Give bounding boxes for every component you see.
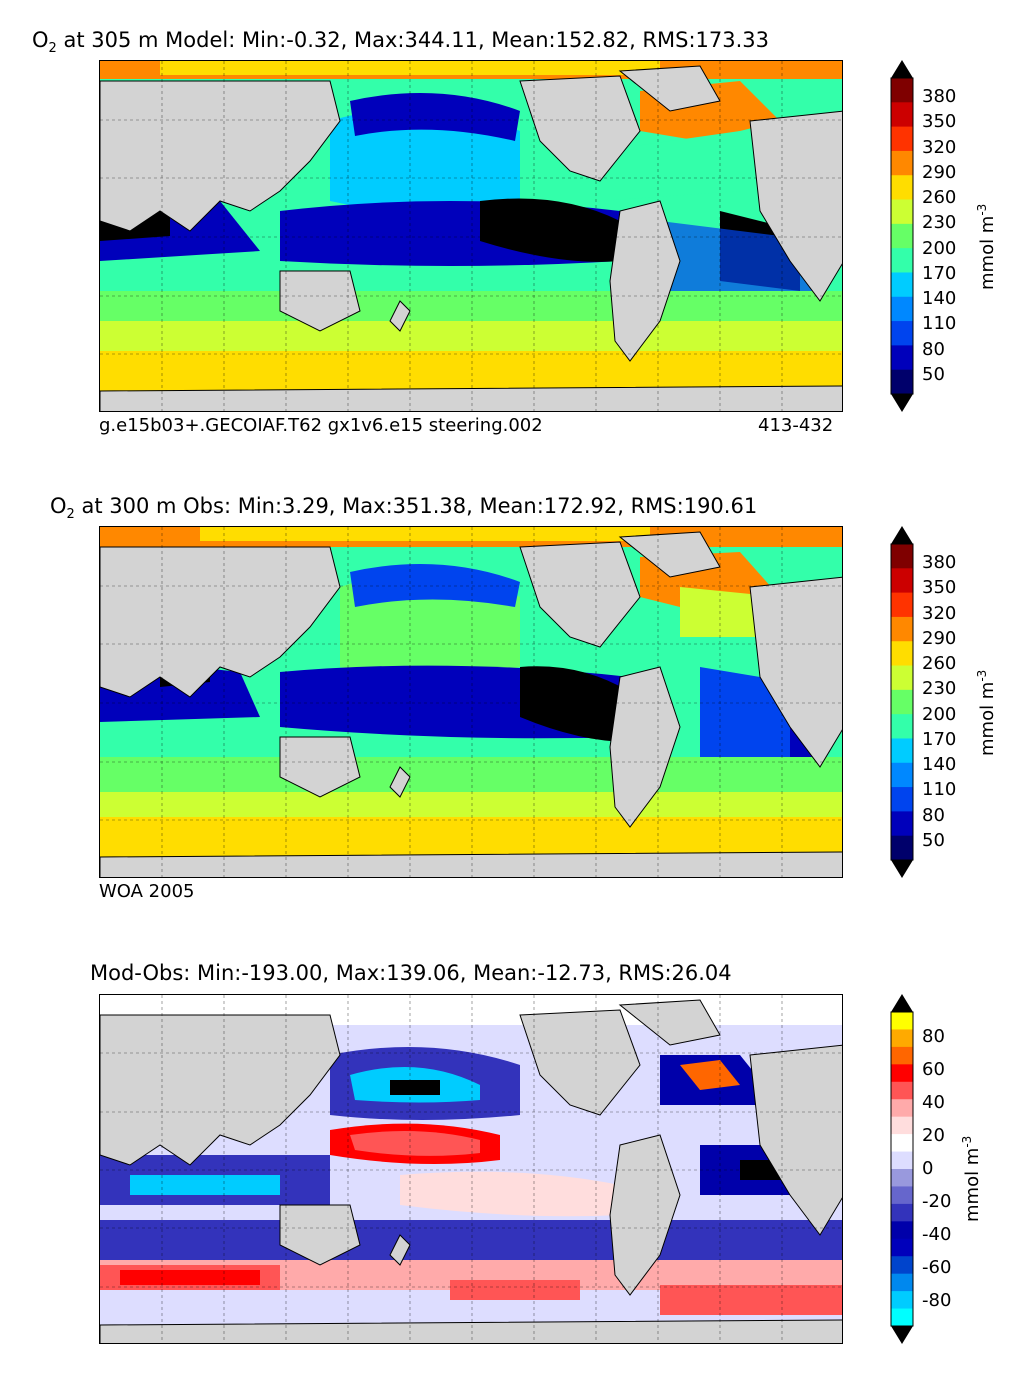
colorbar-segment	[891, 1308, 913, 1327]
colorbar-segment	[891, 1046, 913, 1065]
colorbar-tick-label: 80	[922, 338, 945, 360]
colorbar-segment	[891, 296, 913, 322]
colorbar-segment	[891, 689, 913, 715]
colorbar-segment	[891, 738, 913, 764]
colorbar-tick-label: 60	[922, 1058, 945, 1080]
colorbar-tick-label: 350	[922, 111, 957, 133]
colorbar-tick-label: 50	[922, 830, 945, 852]
panel2-map	[99, 526, 843, 878]
colorbar-segment	[891, 1273, 913, 1292]
colorbar-tick-label: 320	[922, 602, 957, 624]
colorbar-segment	[891, 787, 913, 812]
colorbar-tick-label: 110	[922, 313, 957, 335]
colorbar-segment	[891, 126, 913, 152]
panel1-case-label: g.e15b03+.GECOIAF.T62 gx1v6.e15 steering…	[99, 415, 543, 436]
colorbar-segment	[891, 592, 913, 618]
panel2-title: O2 at 300 m Obs: Min:3.29, Max:351.38, M…	[50, 494, 758, 522]
panel2-unit-label: mmol m-3	[975, 669, 998, 756]
colorbar-segment	[891, 1099, 913, 1118]
colorbar-tick-label: 380	[922, 85, 957, 107]
colorbar-segment	[891, 1116, 913, 1135]
colorbar-segment	[891, 1134, 913, 1153]
panel1-years-label: 413-432	[758, 415, 834, 436]
colorbar-tick-label: 140	[922, 288, 957, 310]
colorbar-segment	[891, 1186, 913, 1205]
colorbar-tick-label: 0	[922, 1158, 934, 1179]
colorbar-tick-label: 260	[922, 653, 957, 675]
colorbar-tick-label: 200	[922, 237, 957, 259]
colorbar-segment	[891, 1203, 913, 1222]
colorbar-segment	[891, 1221, 913, 1240]
colorbar-segment	[891, 641, 913, 667]
colorbar-segment	[891, 1012, 913, 1030]
panel2-colorbar	[890, 526, 914, 878]
colorbar-segment	[891, 102, 913, 128]
panel3-map	[99, 994, 843, 1344]
colorbar-segment	[891, 811, 913, 837]
colorbar-tick-label: 20	[922, 1124, 945, 1146]
colorbar-segment	[891, 1064, 913, 1083]
panel1-title: O2 at 305 m Model: Min:-0.32, Max:344.11…	[32, 28, 770, 56]
colorbar-segment	[891, 1169, 913, 1187]
colorbar-segment	[891, 199, 913, 225]
colorbar-segment	[891, 248, 913, 273]
colorbar-tick-label: 40	[922, 1091, 945, 1113]
colorbar-segment	[891, 1029, 913, 1048]
panel1-colorbar	[890, 60, 914, 412]
colorbar-tick-label: 50	[922, 364, 945, 386]
panel2-source-label: WOA 2005	[99, 881, 195, 902]
colorbar-segment	[891, 78, 913, 103]
colorbar-segment	[891, 1291, 913, 1310]
colorbar-tick-label: 170	[922, 262, 957, 284]
colorbar-segment	[891, 1151, 913, 1170]
colorbar-tick-label: 230	[922, 212, 957, 234]
panel3-colorbar	[890, 994, 914, 1344]
panel3-title: Mod-Obs: Min:-193.00, Max:139.06, Mean:-…	[90, 961, 732, 985]
colorbar-segment	[891, 223, 913, 249]
colorbar-tick-label: 320	[922, 136, 957, 158]
colorbar-tick-label: 170	[922, 728, 957, 750]
colorbar-tick-label: 80	[922, 1025, 945, 1047]
colorbar-tick-label: 260	[922, 187, 957, 209]
colorbar-segment	[891, 1238, 913, 1257]
colorbar-segment	[891, 175, 913, 201]
colorbar-tick-label: 290	[922, 161, 957, 183]
colorbar-tick-label: 350	[922, 577, 957, 599]
colorbar-segment	[891, 150, 913, 176]
colorbar-segment	[891, 345, 913, 371]
colorbar-tick-label: -80	[922, 1290, 952, 1312]
colorbar-tick-label: -40	[922, 1224, 952, 1246]
colorbar-segment	[891, 665, 913, 691]
colorbar-segment	[891, 616, 913, 642]
colorbar-tick-label: -20	[922, 1191, 952, 1213]
colorbar-segment	[891, 568, 913, 594]
colorbar-tick-label: 230	[922, 678, 957, 700]
panel3-unit-label: mmol m-3	[960, 1135, 983, 1222]
panel1-map	[99, 60, 843, 412]
colorbar-tick-label: -60	[922, 1257, 952, 1279]
panel1-unit-label: mmol m-3	[975, 203, 998, 290]
colorbar-tick-label: 290	[922, 627, 957, 649]
colorbar-tick-label: 110	[922, 779, 957, 801]
colorbar-tick-label: 200	[922, 703, 957, 725]
colorbar-segment	[891, 762, 913, 788]
colorbar-tick-label: 380	[922, 551, 957, 573]
colorbar-tick-label: 140	[922, 754, 957, 776]
colorbar-segment	[891, 1256, 913, 1275]
colorbar-segment	[891, 272, 913, 298]
colorbar-tick-label: 80	[922, 804, 945, 826]
colorbar-segment	[891, 714, 913, 739]
colorbar-segment	[891, 1081, 913, 1100]
colorbar-segment	[891, 369, 913, 395]
colorbar-segment	[891, 835, 913, 861]
colorbar-segment	[891, 544, 913, 569]
colorbar-segment	[891, 321, 913, 346]
